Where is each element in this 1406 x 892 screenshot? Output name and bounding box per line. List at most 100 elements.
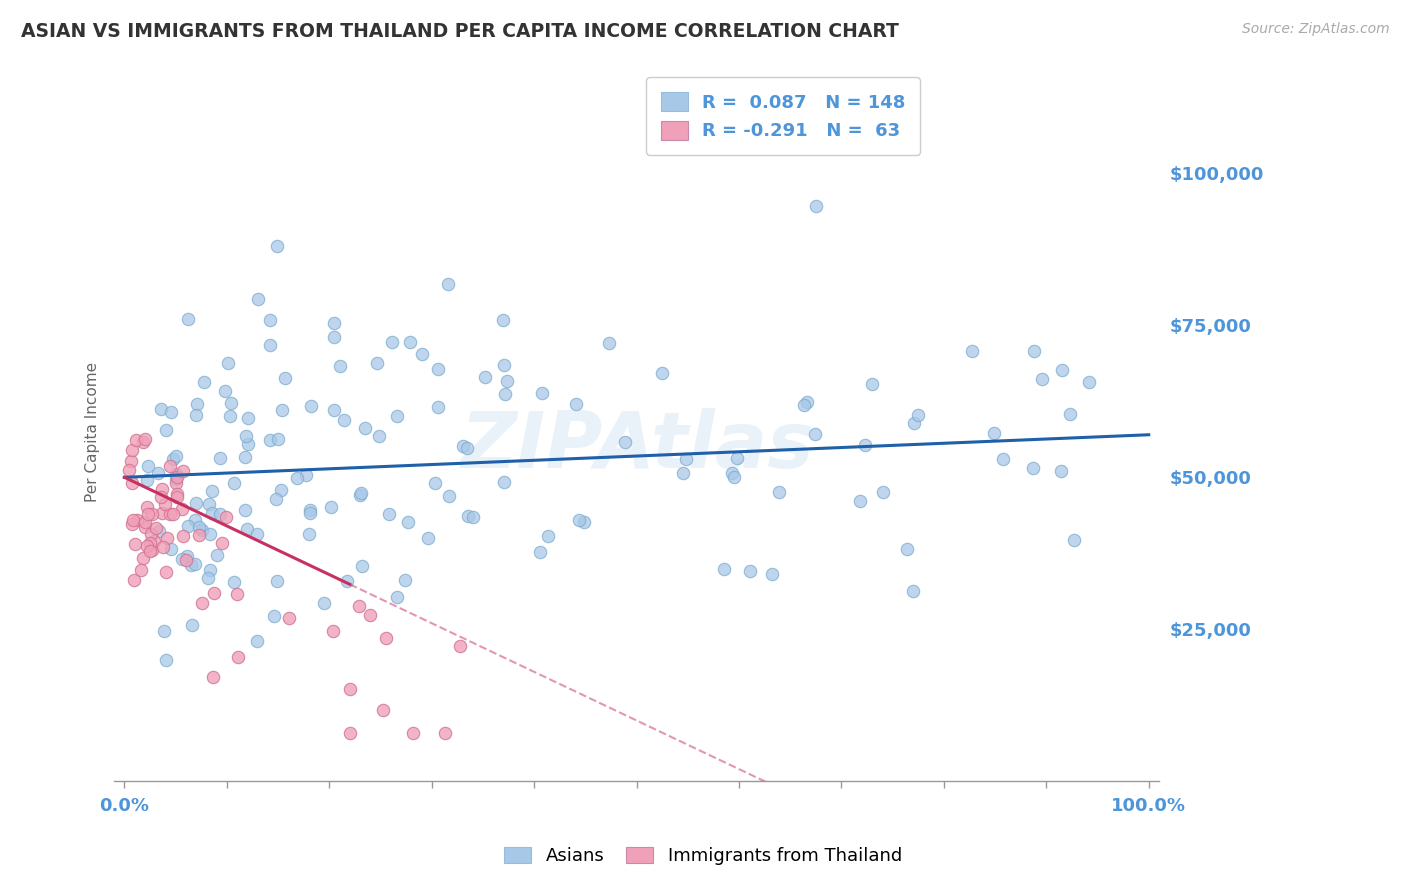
Point [804, 427, 827, 442]
Point [381, 334, 404, 349]
Point [492, 313, 515, 327]
Point [907, 408, 929, 422]
Point [121, 442, 143, 457]
Point [246, 527, 269, 541]
Point [136, 539, 159, 553]
Point [146, 467, 169, 481]
Point [205, 548, 228, 562]
Point [402, 725, 425, 739]
Point [145, 521, 167, 535]
Legend: R =  0.087   N = 148, R = -0.291   N =  63: R = 0.087 N = 148, R = -0.291 N = 63 [647, 78, 920, 155]
Point [150, 490, 173, 504]
Point [373, 703, 395, 717]
Point [385, 409, 408, 424]
Point [235, 429, 257, 443]
Point [425, 475, 447, 490]
Point [339, 725, 361, 739]
Point [125, 513, 148, 527]
Point [190, 523, 212, 537]
Point [187, 520, 209, 534]
Point [416, 532, 439, 546]
Point [270, 483, 292, 497]
Point [1022, 344, 1045, 359]
Point [188, 528, 211, 542]
Point [565, 397, 588, 411]
Point [160, 405, 183, 419]
Point [339, 681, 361, 696]
Point [197, 571, 219, 585]
Point [226, 649, 249, 664]
Point [141, 507, 163, 521]
Point [598, 336, 620, 351]
Point [725, 450, 748, 465]
Point [312, 596, 335, 610]
Point [427, 362, 450, 376]
Point [457, 508, 479, 523]
Point [350, 485, 373, 500]
Point [155, 653, 177, 667]
Point [536, 529, 558, 543]
Point [153, 497, 176, 511]
Point [903, 583, 925, 598]
Point [849, 494, 872, 508]
Point [323, 330, 346, 344]
Point [172, 529, 194, 543]
Point [1031, 371, 1053, 385]
Point [323, 316, 346, 330]
Point [215, 509, 238, 524]
Point [396, 515, 419, 529]
Point [209, 508, 232, 522]
Point [122, 573, 145, 587]
Point [353, 421, 375, 435]
Point [1022, 461, 1045, 475]
Point [180, 558, 202, 573]
Point [675, 451, 697, 466]
Point [176, 549, 198, 564]
Point [266, 239, 288, 253]
Point [201, 506, 224, 520]
Point [238, 410, 260, 425]
Point [236, 522, 259, 536]
Point [155, 565, 177, 579]
Point [287, 471, 309, 485]
Y-axis label: Per Capita Income: Per Capita Income [86, 361, 100, 502]
Point [184, 496, 207, 510]
Point [568, 513, 591, 527]
Point [121, 476, 143, 491]
Point [299, 399, 322, 413]
Point [329, 359, 352, 373]
Point [139, 544, 162, 558]
Point [134, 520, 156, 534]
Point [740, 565, 762, 579]
Point [398, 335, 420, 350]
Point [225, 587, 247, 601]
Point [1050, 464, 1073, 478]
Point [177, 311, 200, 326]
Point [139, 527, 162, 541]
Point [793, 399, 815, 413]
Point [165, 467, 187, 482]
Point [181, 618, 204, 632]
Point [349, 487, 371, 501]
Point [208, 450, 231, 465]
Text: ASIAN VS IMMIGRANTS FROM THAILAND PER CAPITA INCOME CORRELATION CHART: ASIAN VS IMMIGRANTS FROM THAILAND PER CA… [21, 22, 898, 41]
Point [298, 506, 321, 520]
Point [129, 564, 152, 578]
Point [121, 512, 143, 526]
Point [165, 476, 187, 491]
Point [530, 386, 553, 401]
Point [434, 725, 457, 739]
Point [274, 371, 297, 385]
Point [266, 574, 288, 588]
Point [437, 489, 460, 503]
Point [138, 458, 160, 473]
Point [713, 562, 735, 576]
Point [152, 482, 174, 496]
Point [134, 432, 156, 446]
Point [233, 503, 256, 517]
Point [855, 438, 877, 452]
Point [201, 484, 224, 499]
Point [671, 466, 693, 480]
Legend: Asians, Immigrants from Thailand: Asians, Immigrants from Thailand [496, 839, 910, 872]
Point [222, 574, 245, 589]
